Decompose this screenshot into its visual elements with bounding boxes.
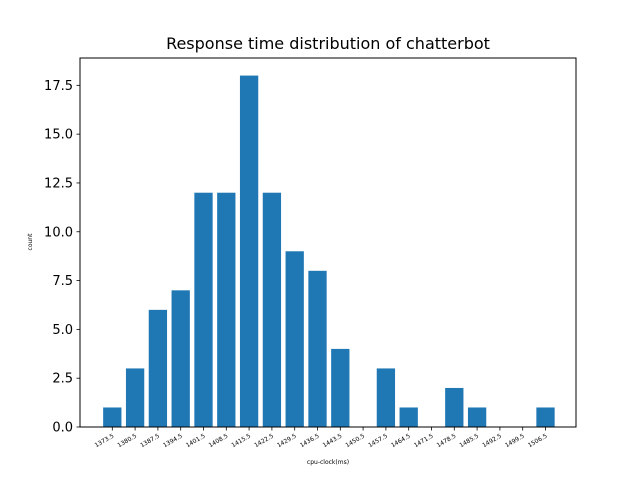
x-tick-label-1373.5: 1373.5: [94, 433, 116, 450]
y-tick-label-7.5: 7.5: [52, 274, 73, 289]
x-tick-label-1408.5: 1408.5: [208, 433, 230, 450]
y-tick-label-0.0: 0.0: [52, 421, 73, 436]
x-axis: 1373.5 1380.5 1387.5 1394.5 1401.5 1408.5 1415…: [94, 427, 549, 449]
y-tick-label-17.5: 17.5: [44, 79, 73, 94]
y-tick-label-2.5: 2.5: [52, 372, 73, 387]
x-tick-label-1450.5: 1450.5: [344, 433, 366, 450]
bar-1373.5: [103, 407, 122, 427]
x-tick-label-1436.5: 1436.5: [299, 433, 321, 450]
x-tick-label-1380.5: 1380.5: [116, 433, 138, 450]
bar-1478.5: [445, 387, 464, 427]
x-tick-label-1394.5: 1394.5: [162, 433, 184, 450]
x-tick-label-1492.5: 1492.5: [481, 433, 503, 450]
bar-1485.5: [467, 407, 487, 427]
x-tick-label-1443.5: 1443.5: [322, 433, 344, 450]
bars-group: [103, 75, 555, 427]
x-tick-label-1387.5: 1387.5: [139, 433, 161, 450]
x-tick-label-1471.5: 1471.5: [413, 433, 435, 450]
bar-1436.5: [308, 270, 327, 427]
bar-1401.5: [194, 192, 213, 427]
y-axis: 0.0 2.5 5.0 7.5 10.0 12.5 15.0 17.5: [44, 79, 80, 436]
bar-1464.5: [399, 407, 418, 427]
bar-1387.5: [148, 309, 168, 427]
x-tick-label-1485.5: 1485.5: [458, 433, 480, 450]
x-axis-title: cpu-clock(ms): [307, 459, 349, 466]
bar-1429.5: [285, 251, 304, 427]
y-tick-label-12.5: 12.5: [44, 176, 73, 191]
x-tick-label-1457.5: 1457.5: [367, 433, 389, 450]
y-axis-title: count: [27, 233, 34, 251]
plot-frame: [79, 57, 577, 428]
x-tick-label-1464.5: 1464.5: [390, 433, 412, 450]
bar-1415.5: [239, 75, 259, 427]
x-tick-label-1401.5: 1401.5: [185, 433, 207, 450]
x-tick-label-1499.5: 1499.5: [504, 433, 526, 450]
bar-1443.5: [331, 348, 350, 427]
bar-1457.5: [376, 368, 396, 427]
x-tick-label-1422.5: 1422.5: [253, 433, 275, 450]
chart-title: Response time distribution of chatterbot: [166, 34, 490, 53]
x-tick-label-1506.5: 1506.5: [527, 433, 549, 450]
bar-1422.5: [262, 192, 282, 427]
x-tick-label-1478.5: 1478.5: [436, 433, 458, 450]
x-tick-label-1415.5: 1415.5: [230, 433, 252, 450]
y-tick-label-5.0: 5.0: [52, 323, 73, 338]
bar-1394.5: [171, 290, 190, 427]
bar-1506.5: [536, 407, 555, 427]
bar-1380.5: [125, 368, 145, 427]
y-tick-label-15.0: 15.0: [44, 128, 73, 143]
bar-1408.5: [217, 192, 236, 427]
x-tick-label-1429.5: 1429.5: [276, 433, 298, 450]
y-tick-label-10.0: 10.0: [44, 225, 73, 240]
